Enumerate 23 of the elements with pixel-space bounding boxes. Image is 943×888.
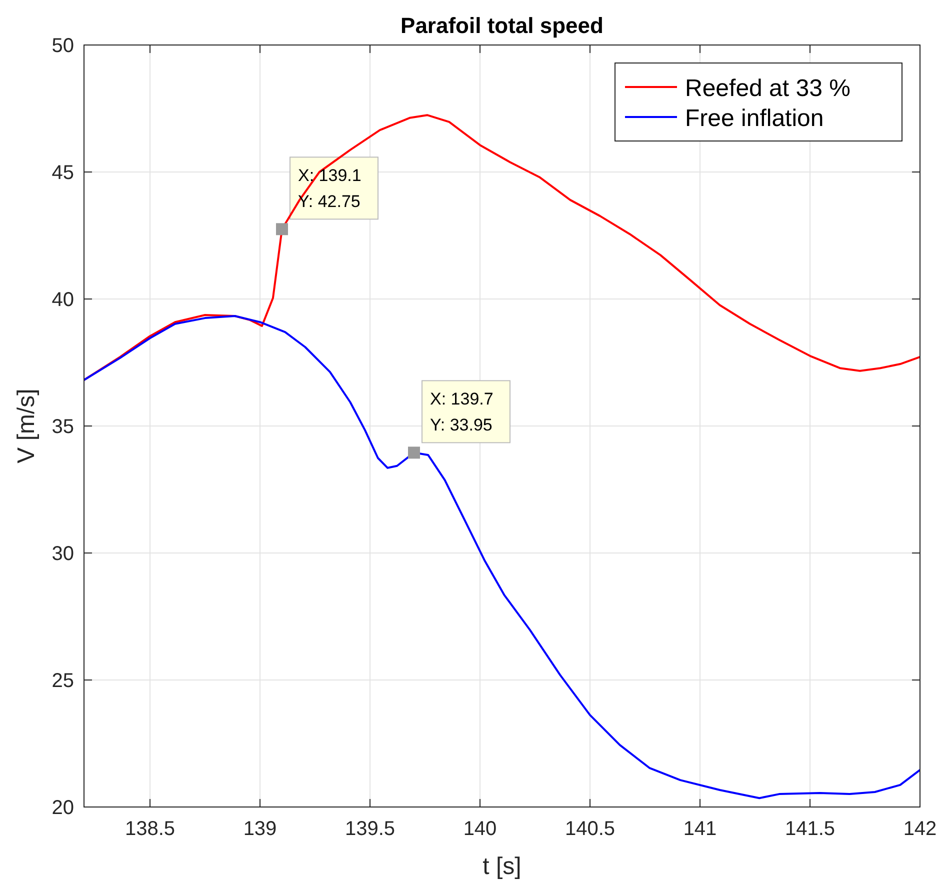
- x-tick-label: 139.5: [344, 818, 396, 840]
- legend-label: Reefed at 33 %: [685, 75, 850, 102]
- x-tick-label: 140.5: [564, 818, 616, 840]
- legend-label: Free inflation: [685, 105, 824, 132]
- x-tick-label: 138.5: [124, 818, 176, 840]
- x-tick-label: 139: [243, 818, 277, 840]
- y-tick-label: 20: [52, 797, 74, 819]
- annotation: X: 139.7 Y: 33.95: [430, 390, 494, 435]
- annotation: X: 139.1 Y: 42.75: [298, 166, 362, 212]
- y-tick-label: 40: [52, 289, 74, 311]
- x-axis-title: t [s]: [482, 853, 522, 880]
- line-series: [83, 315, 921, 800]
- y-axis-title: V [m/s]: [13, 388, 40, 464]
- y-tick-label: 30: [52, 543, 74, 565]
- x-tick-label: 141: [683, 818, 717, 840]
- y-tick-label: 25: [52, 670, 74, 692]
- y-tick-label: 45: [52, 162, 74, 184]
- chart-title: Parafoil total speed: [400, 13, 604, 38]
- y-tick-label: 50: [52, 35, 74, 57]
- y-tick-label: 35: [52, 416, 74, 438]
- x-tick-label: 142: [903, 818, 937, 840]
- x-tick-label: 140: [463, 818, 497, 840]
- x-tick-label: 141.5: [784, 818, 836, 840]
